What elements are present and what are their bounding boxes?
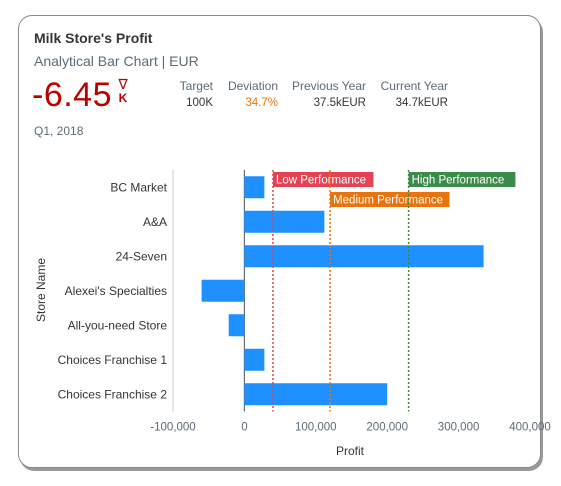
reference-label-box [330, 192, 450, 207]
x-tick-label: 200,000 [366, 422, 408, 434]
card-subtitle: Analytical Bar Chart | EUR [34, 53, 199, 69]
x-tick-label: 400,000 [509, 422, 551, 434]
category-label: A&A [143, 215, 167, 229]
reference-label: Low Performance [276, 175, 366, 187]
metric-label: Deviation [227, 79, 278, 93]
metric-target: Target 100K [180, 79, 213, 109]
metric-label: Previous Year [291, 79, 366, 93]
reference-label: High Performance [412, 175, 505, 187]
reference-label-box [408, 172, 516, 187]
x-tick-label: 300,000 [438, 422, 480, 434]
category-label: 24-Seven [116, 249, 167, 263]
metric-value: 34.7kEUR [395, 97, 448, 109]
reference-label: Medium Performance [333, 195, 443, 207]
bar [244, 176, 265, 199]
period-label: Q1, 2018 [34, 124, 84, 138]
category-label: Alexei's Specialties [65, 284, 167, 298]
kpi-unit: K [118, 91, 128, 105]
card-title: Milk Store's Profit [34, 30, 153, 46]
trend-down-icon: ∇ [118, 76, 128, 92]
metric-current-year: Current Year 34.7kEUR [381, 79, 448, 109]
bar [244, 210, 325, 233]
category-label: Choices Franchise 1 [58, 353, 168, 367]
metric-previous-year: Previous Year 37.5kEUR [292, 79, 366, 109]
metric-deviation: Deviation 34.7% [228, 79, 278, 109]
bar [244, 348, 265, 371]
kpi-trend: ∇ K [115, 77, 131, 105]
bar [244, 383, 388, 406]
metric-value: 34.7% [245, 97, 278, 109]
x-tick-label: -100,000 [150, 422, 195, 434]
x-axis-label: Profit [336, 444, 365, 458]
bar [201, 279, 245, 302]
bar [228, 314, 245, 337]
metric-label: Current Year [380, 79, 448, 93]
bar [244, 245, 484, 268]
x-tick-label: 0 [241, 422, 247, 434]
category-label: Choices Franchise 2 [58, 387, 168, 401]
x-tick-label: 100,000 [295, 422, 337, 434]
category-label: BC Market [110, 180, 167, 194]
kpi-value: -6.45 [32, 76, 112, 114]
category-label: All-you-need Store [68, 318, 168, 332]
metric-value: 37.5kEUR [313, 97, 366, 109]
plot-area: BC Market A&A 24-Seven Alexei's Specialties… [58, 170, 551, 434]
reference-label-box [272, 172, 374, 187]
metric-value: 100K [186, 97, 213, 109]
metric-label: Target [179, 79, 213, 93]
y-axis-label: Store Name [34, 258, 48, 322]
